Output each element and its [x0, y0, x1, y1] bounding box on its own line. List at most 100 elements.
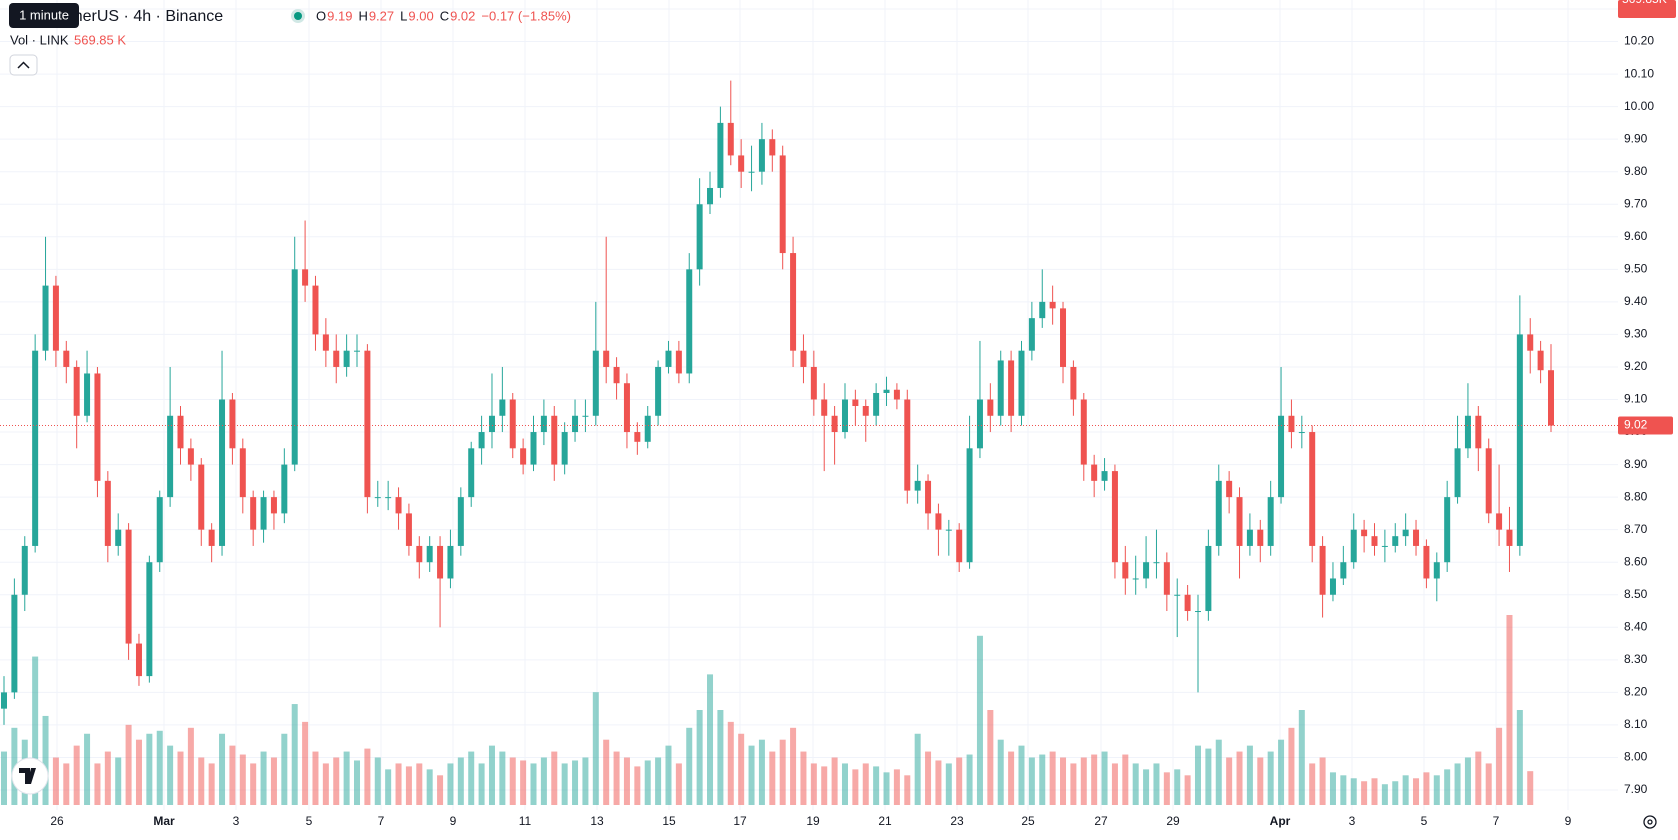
candle-body	[1, 692, 7, 709]
candle-body	[156, 497, 163, 563]
candle-body	[437, 545, 444, 579]
candle-body	[1049, 301, 1056, 309]
collapse-icon	[17, 61, 30, 69]
x-tick-label: 7	[378, 814, 385, 828]
x-tick-label: 21	[878, 814, 892, 828]
candle-body	[893, 389, 900, 400]
y-tick-label: 8.80	[1624, 489, 1648, 503]
y-tick-label: 9.80	[1624, 164, 1648, 178]
ohlc-key: O	[316, 8, 326, 23]
candle-body	[1194, 611, 1201, 613]
volume-bar	[457, 757, 464, 805]
x-tick-label: 5	[306, 814, 313, 828]
candle-body	[1319, 545, 1326, 595]
candle-body	[1132, 578, 1139, 580]
candle-body	[1122, 562, 1129, 579]
volume-bar	[873, 766, 880, 805]
volume-bar	[966, 754, 973, 805]
y-tick-label: 9.50	[1624, 262, 1648, 276]
y-tick-label: 9.20	[1624, 359, 1648, 373]
candle-body	[447, 545, 454, 579]
volume-bar	[1060, 757, 1067, 805]
x-tick-label: 7	[1493, 814, 1500, 828]
volume-bar	[1205, 748, 1212, 805]
candle-body	[831, 415, 838, 433]
volume-bar	[613, 751, 620, 805]
x-tick-label: Mar	[153, 814, 175, 828]
volume-bar	[302, 721, 309, 805]
volume-bar	[239, 754, 246, 805]
volume-bar	[405, 766, 412, 805]
volume-bar	[291, 704, 298, 805]
candle-body	[21, 545, 28, 595]
volume-bar	[260, 751, 267, 805]
candle-body	[758, 139, 765, 172]
y-tick-label: 10.10	[1624, 66, 1654, 80]
settings-icon[interactable]	[1643, 815, 1657, 829]
volume-bar	[229, 745, 236, 805]
volume-bar	[509, 757, 516, 805]
candle-body	[634, 432, 641, 442]
volume-bar	[1091, 754, 1098, 805]
volume-bar	[1350, 778, 1357, 805]
volume-bar	[437, 775, 444, 805]
volume-bar	[468, 751, 475, 805]
candle-body	[997, 360, 1004, 416]
candle-body	[914, 480, 921, 491]
y-tick-label: 9.70	[1624, 196, 1648, 210]
volume-bar	[1340, 775, 1347, 805]
collapse-button[interactable]	[9, 54, 38, 76]
volume-bar	[167, 745, 174, 805]
candle-body	[1444, 497, 1451, 563]
volume-bar	[73, 745, 80, 805]
volume-bar	[1381, 784, 1388, 805]
tooltip-box	[9, 3, 79, 28]
candle-body	[613, 366, 620, 384]
volume-bar	[146, 733, 153, 805]
volume-bar	[520, 760, 527, 805]
volume-bar	[540, 757, 547, 805]
candle-body	[821, 399, 828, 416]
tradingview-logo	[11, 757, 49, 795]
candle-body	[1174, 594, 1181, 596]
candle-body	[1464, 415, 1471, 449]
volume-bar	[727, 721, 734, 805]
candle-body	[717, 122, 724, 188]
volume-bar	[717, 710, 724, 805]
candle-body	[312, 285, 319, 335]
candle-body	[1485, 448, 1492, 514]
volume-bar	[572, 760, 579, 805]
candle-body	[1371, 536, 1378, 546]
candle-body	[1475, 415, 1482, 449]
settings-core	[1647, 819, 1653, 825]
volume-bar	[945, 763, 952, 805]
volume-bar	[198, 757, 205, 805]
y-tick-label: 10.00	[1624, 99, 1654, 113]
volume-bar	[1194, 745, 1201, 805]
candle-body	[976, 399, 983, 449]
candle-body	[509, 399, 516, 449]
candle-body	[1423, 545, 1430, 579]
candle-body	[1516, 334, 1523, 546]
volume-bar	[1516, 710, 1523, 805]
volume-bar	[1, 751, 7, 805]
volume-bar	[322, 763, 329, 805]
volume-bar	[364, 748, 371, 805]
candle-body	[1163, 562, 1170, 595]
volume-bar	[333, 757, 340, 805]
candle-body	[1340, 562, 1347, 579]
price-axis: 7.90 8.00 8.10 8.20 8.30 8.40 8.50 8.60 8.70 8.80…	[50, 0, 1676, 828]
y-tick-label: 9.60	[1624, 229, 1648, 243]
volume-bar	[1309, 763, 1316, 805]
volume-bar	[250, 763, 257, 805]
x-tick-label: Apr	[1270, 814, 1291, 828]
volume-bar	[696, 710, 703, 805]
volume-bar	[104, 751, 111, 805]
candle-body	[260, 497, 267, 530]
candle-body	[769, 139, 776, 156]
volume-bar	[1226, 757, 1233, 805]
candle-body	[1298, 432, 1305, 434]
candle-body	[499, 399, 506, 416]
last-price-box	[1618, 416, 1673, 435]
